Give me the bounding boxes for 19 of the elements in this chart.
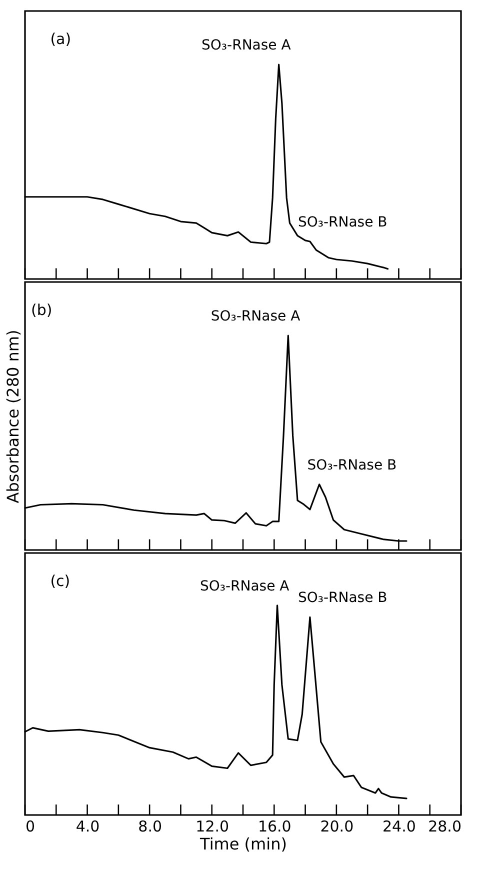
x-tick-label: 20.0 [320,818,354,836]
annotation: SO₃-RNase B [307,457,397,474]
x-tick-label: 4.0 [76,818,100,836]
annotation: SO₃-RNase B [298,590,388,606]
x-tick-label: 12.0 [196,818,230,836]
chart-title: (c) [50,572,70,590]
x-axis-title: Time (min) [199,834,287,854]
annotation: SO₃-RNase B [298,214,388,230]
x-tick-label: 16.0 [258,818,292,836]
chart-title: (a) [50,30,72,48]
annotation: SO₃-RNase A [202,38,292,54]
x-tick-label: 24.0 [382,818,416,836]
chart-title: (b) [31,301,52,319]
x-tick-label: 8.0 [138,818,162,836]
annotation: SO₃-RNase A [200,578,290,594]
y-axis-title: Absorbance (280 nm) [4,330,22,504]
x-tick-label: 28.0 [428,818,462,836]
annotation: SO₃-RNase A [210,308,301,325]
x-tick-label: 0 [26,818,36,836]
